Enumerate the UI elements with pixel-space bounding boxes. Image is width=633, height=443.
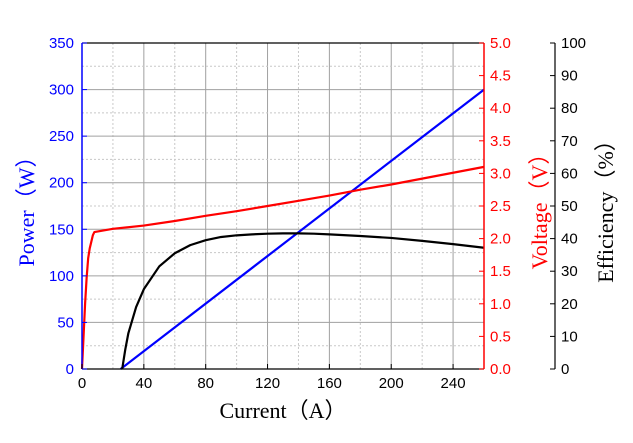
y-right2-tick-label: 60 bbox=[561, 165, 578, 182]
y-right-tick-label: 1.0 bbox=[490, 296, 511, 313]
y-left-tick-label: 200 bbox=[49, 175, 74, 192]
y-right-tick-label: 4.0 bbox=[490, 100, 511, 117]
y-right2-tick-label: 80 bbox=[561, 100, 578, 117]
series-voltage-line bbox=[80, 165, 485, 370]
y-right-tick-label: 0.0 bbox=[490, 361, 511, 378]
y-left-tick-label: 300 bbox=[49, 82, 74, 99]
y-right2-tick-label: 30 bbox=[561, 263, 578, 280]
y-left-tick-label: 100 bbox=[49, 268, 74, 285]
series-layer bbox=[80, 88, 485, 370]
y-right-axis-title: Voltage（V） bbox=[527, 143, 552, 270]
y-right2-axis-title: Efficiency（%） bbox=[593, 129, 618, 283]
x-tick-label: 120 bbox=[255, 375, 280, 392]
x-tick-label: 80 bbox=[197, 375, 214, 392]
y-right-tick-label: 3.5 bbox=[490, 133, 511, 150]
y-right2-tick-label: 70 bbox=[561, 133, 578, 150]
y-left-axis-title: Power（W） bbox=[14, 146, 39, 267]
y-right-tick-label: 2.5 bbox=[490, 198, 511, 215]
grid bbox=[81, 42, 485, 370]
y-left-tick-label: 150 bbox=[49, 221, 74, 238]
y-right2-tick-label: 100 bbox=[561, 35, 586, 52]
series-power-line bbox=[119, 88, 485, 370]
x-axis-title: Current（A） bbox=[219, 398, 346, 423]
x-tick-label: 0 bbox=[78, 375, 86, 392]
series-efficiency-line bbox=[121, 232, 485, 370]
axes bbox=[81, 42, 556, 370]
y-right2-tick-label: 0 bbox=[561, 361, 569, 378]
y-left-tick-label: 0 bbox=[66, 361, 74, 378]
y-right2-tick-label: 10 bbox=[561, 328, 578, 345]
y-right-tick-label: 3.0 bbox=[490, 165, 511, 182]
y-right-tick-label: 5.0 bbox=[490, 35, 511, 52]
x-tick-label: 40 bbox=[136, 375, 153, 392]
x-tick-label: 200 bbox=[379, 375, 404, 392]
y-right2-tick-label: 20 bbox=[561, 296, 578, 313]
y-right2-tick-label: 90 bbox=[561, 68, 578, 85]
x-tick-label: 160 bbox=[317, 375, 342, 392]
y-left-tick-label: 50 bbox=[57, 314, 74, 331]
y-left-tick-label: 250 bbox=[49, 128, 74, 145]
y-right-tick-label: 2.0 bbox=[490, 231, 511, 248]
y-right-tick-label: 0.5 bbox=[490, 328, 511, 345]
y-right2-tick-label: 40 bbox=[561, 231, 578, 248]
x-tick-label: 240 bbox=[441, 375, 466, 392]
tick-labels: 0 40 80 120 160 200 2400501001502002503003500.… bbox=[49, 35, 586, 392]
y-right2-tick-label: 50 bbox=[561, 198, 578, 215]
y-right-tick-label: 1.5 bbox=[490, 263, 511, 280]
y-right-tick-label: 4.5 bbox=[490, 68, 511, 85]
y-left-tick-label: 350 bbox=[49, 35, 74, 52]
